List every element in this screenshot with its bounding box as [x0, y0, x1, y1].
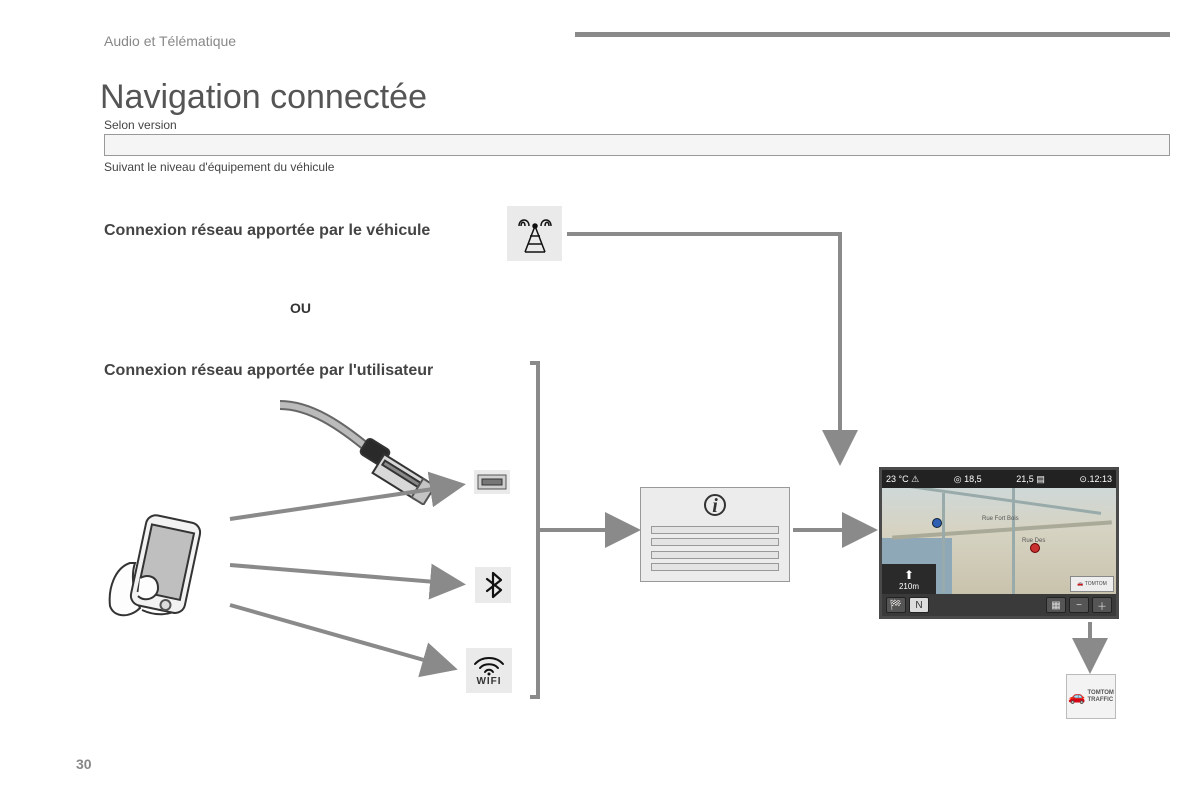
- subtitle-version: Selon version: [104, 118, 177, 132]
- nav-status-bar: 23 °C ⚠ ◎ 18,5 21,5 ▤ ⊙.12:13: [882, 470, 1116, 488]
- navigation-screen: 23 °C ⚠ ◎ 18,5 21,5 ▤ ⊙.12:13 ⬆ 210m 🚗 T…: [879, 467, 1119, 619]
- separator-box: [104, 134, 1170, 156]
- wifi-label: WIFI: [476, 676, 501, 687]
- phone-in-hand-icon: [100, 508, 220, 628]
- nav-zoom-out-button[interactable]: −: [1069, 597, 1089, 613]
- info-icon: i: [641, 494, 789, 518]
- heading-user-connection: Connexion réseau apportée par l'utilisat…: [104, 362, 433, 380]
- nav-val1: ◎ 18,5: [954, 474, 982, 485]
- tomtom-label-2: TRAFFIC: [1087, 697, 1113, 704]
- nav-map: ⬆ 210m 🚗 TOMTOM Rue Fort Bois Rue Des: [882, 488, 1116, 594]
- nav-flag-button[interactable]: 🏁: [886, 597, 906, 613]
- nav-zoom-in-button[interactable]: ＋: [1092, 597, 1112, 613]
- nav-val2: 21,5 ▤: [1016, 474, 1045, 485]
- info-line: [651, 551, 779, 559]
- info-panel: i: [640, 487, 790, 582]
- subtitle-equipment: Suivant le niveau d'équipement du véhicu…: [104, 160, 334, 174]
- nav-layers-button[interactable]: ▦: [1046, 597, 1066, 613]
- or-label: OU: [290, 300, 311, 316]
- tomtom-label-1: TOMTOM: [1087, 690, 1113, 697]
- nav-compass-button[interactable]: N: [909, 597, 929, 613]
- nav-temp: 23 °C ⚠: [886, 474, 919, 485]
- info-line: [651, 526, 779, 534]
- page-number: 30: [76, 756, 92, 772]
- tomtom-traffic-icon: 🚗 TOMTOM TRAFFIC: [1066, 674, 1116, 719]
- section-label: Audio et Télématique: [104, 33, 236, 49]
- nav-time: ⊙.12:13: [1079, 474, 1112, 485]
- heading-vehicle-connection: Connexion réseau apportée par le véhicul…: [104, 222, 430, 240]
- wifi-icon: WIFI: [466, 648, 512, 693]
- info-line: [651, 538, 779, 546]
- map-pin: [932, 518, 942, 528]
- usb-cable-icon: [280, 395, 480, 505]
- nav-bottom-bar: 🏁 N ▦ − ＋: [882, 594, 1116, 616]
- bluetooth-icon: [475, 567, 511, 603]
- header-rule: [575, 32, 1170, 37]
- info-line: [651, 563, 779, 571]
- connector-overlay: [0, 0, 1200, 800]
- antenna-icon: [507, 206, 562, 261]
- map-pin: [1030, 543, 1040, 553]
- page-title: Navigation connectée: [100, 78, 427, 117]
